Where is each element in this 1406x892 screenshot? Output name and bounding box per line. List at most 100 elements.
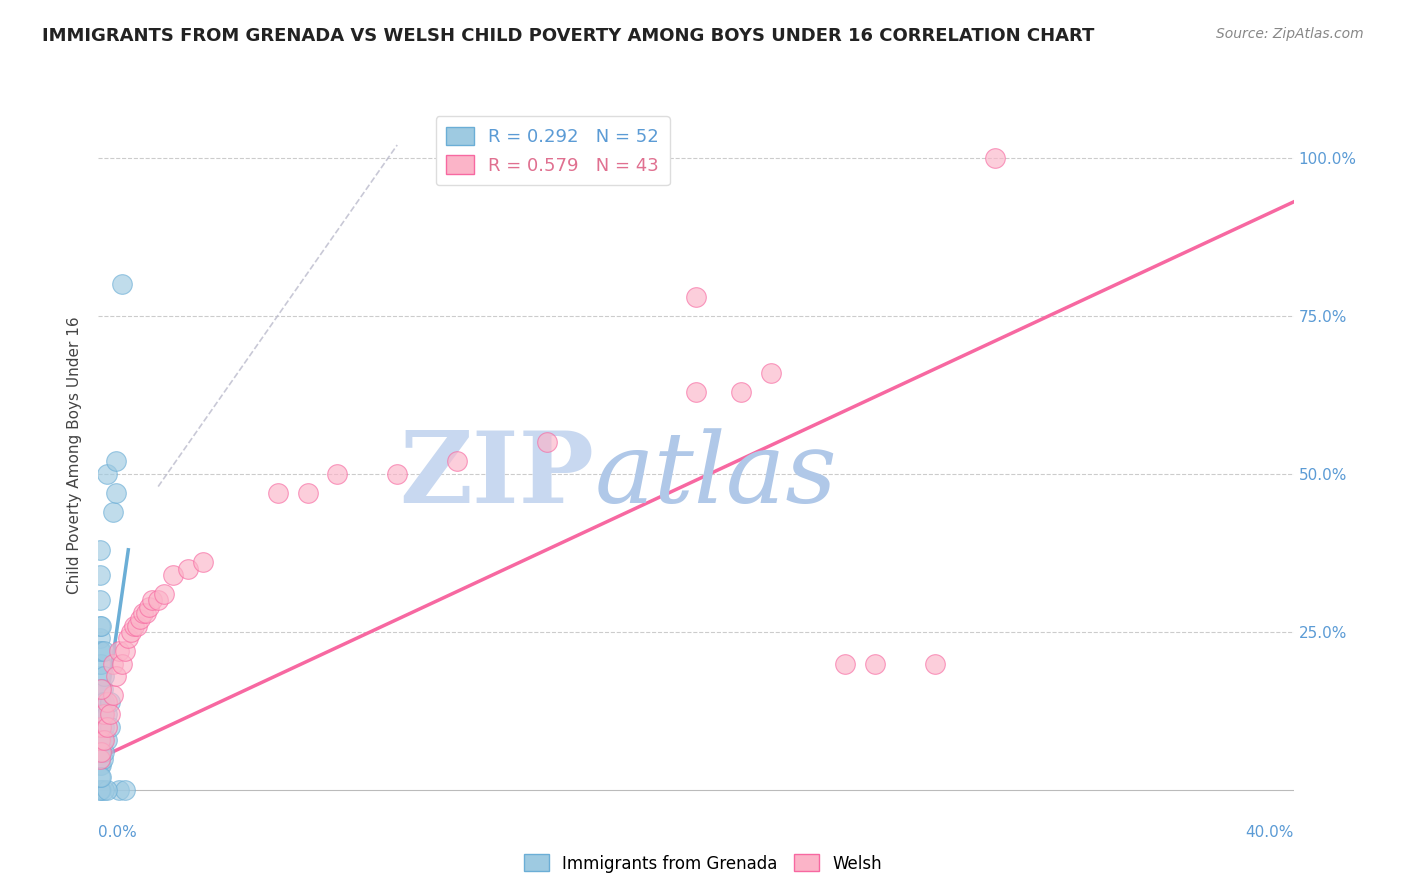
Point [105, 454, 128, 468]
Point [100, 720, 122, 734]
Text: atlas: atlas [595, 428, 837, 524]
Point [127, 618, 149, 632]
Point [89, 568, 111, 582]
Point [93, 644, 115, 658]
Point [89, 757, 111, 772]
Point [120, 625, 142, 640]
Point [89, 657, 111, 671]
Point [90, 757, 112, 772]
Point [105, 486, 128, 500]
Point [90, 745, 112, 759]
Point [90, 771, 112, 785]
Point [90, 618, 112, 632]
Point [89, 707, 111, 722]
Point [89, 644, 111, 658]
Point [89, 771, 111, 785]
Point [89, 669, 111, 683]
Point [93, 695, 115, 709]
Point [297, 486, 319, 500]
Point [103, 688, 125, 702]
Point [100, 695, 122, 709]
Point [138, 599, 160, 614]
Point [132, 606, 155, 620]
Point [89, 732, 111, 747]
Point [191, 556, 214, 570]
Point [148, 593, 170, 607]
Point [89, 720, 111, 734]
Point [93, 732, 115, 747]
Text: 40.0%: 40.0% [1246, 825, 1294, 840]
Point [117, 632, 139, 646]
Point [129, 612, 152, 626]
Point [93, 720, 115, 734]
Point [93, 745, 115, 759]
Point [89, 695, 111, 709]
Point [90, 783, 112, 797]
Point [89, 732, 111, 747]
Point [96, 720, 118, 734]
Point [103, 505, 125, 519]
Text: Source: ZipAtlas.com: Source: ZipAtlas.com [1216, 27, 1364, 41]
Point [93, 707, 115, 722]
Point [177, 562, 200, 576]
Point [153, 587, 176, 601]
Point [91, 681, 114, 696]
Point [89, 751, 111, 765]
Point [135, 606, 157, 620]
Point [124, 618, 146, 632]
Legend: Immigrants from Grenada, Welsh: Immigrants from Grenada, Welsh [517, 847, 889, 880]
Point [96, 467, 118, 481]
Point [96, 783, 118, 797]
Point [114, 783, 136, 797]
Point [90, 720, 112, 734]
Point [96, 695, 118, 709]
Point [108, 783, 131, 797]
Point [96, 732, 118, 747]
Point [90, 695, 112, 709]
Point [89, 783, 111, 797]
Point [90, 732, 112, 747]
Point [984, 151, 1007, 165]
Point [89, 593, 111, 607]
Point [90, 657, 112, 671]
Point [96, 707, 118, 722]
Point [326, 467, 349, 481]
Point [924, 657, 946, 671]
Point [89, 745, 111, 759]
Point [91, 707, 114, 722]
Point [446, 454, 468, 468]
Point [114, 644, 136, 658]
Point [90, 745, 112, 759]
Point [90, 720, 112, 734]
Point [90, 707, 112, 722]
Point [89, 618, 111, 632]
Point [103, 657, 125, 671]
Point [385, 467, 409, 481]
Point [100, 707, 122, 722]
Point [90, 681, 112, 696]
Point [93, 669, 115, 683]
Point [536, 435, 558, 450]
Point [89, 542, 111, 557]
Point [89, 632, 111, 646]
Point [685, 384, 707, 399]
Point [105, 669, 128, 683]
Legend: R = 0.292   N = 52, R = 0.579   N = 43: R = 0.292 N = 52, R = 0.579 N = 43 [436, 116, 669, 186]
Text: IMMIGRANTS FROM GRENADA VS WELSH CHILD POVERTY AMONG BOYS UNDER 16 CORRELATION C: IMMIGRANTS FROM GRENADA VS WELSH CHILD P… [42, 27, 1094, 45]
Point [162, 568, 184, 582]
Text: 0.0%: 0.0% [98, 825, 138, 840]
Point [834, 657, 856, 671]
Point [90, 644, 112, 658]
Point [685, 290, 707, 304]
Point [90, 681, 112, 696]
Point [267, 486, 290, 500]
Point [111, 657, 134, 671]
Point [865, 657, 887, 671]
Point [730, 384, 752, 399]
Point [111, 277, 134, 292]
Point [108, 644, 131, 658]
Text: ZIP: ZIP [399, 427, 595, 524]
Point [89, 681, 111, 696]
Point [93, 783, 115, 797]
Point [759, 366, 782, 380]
